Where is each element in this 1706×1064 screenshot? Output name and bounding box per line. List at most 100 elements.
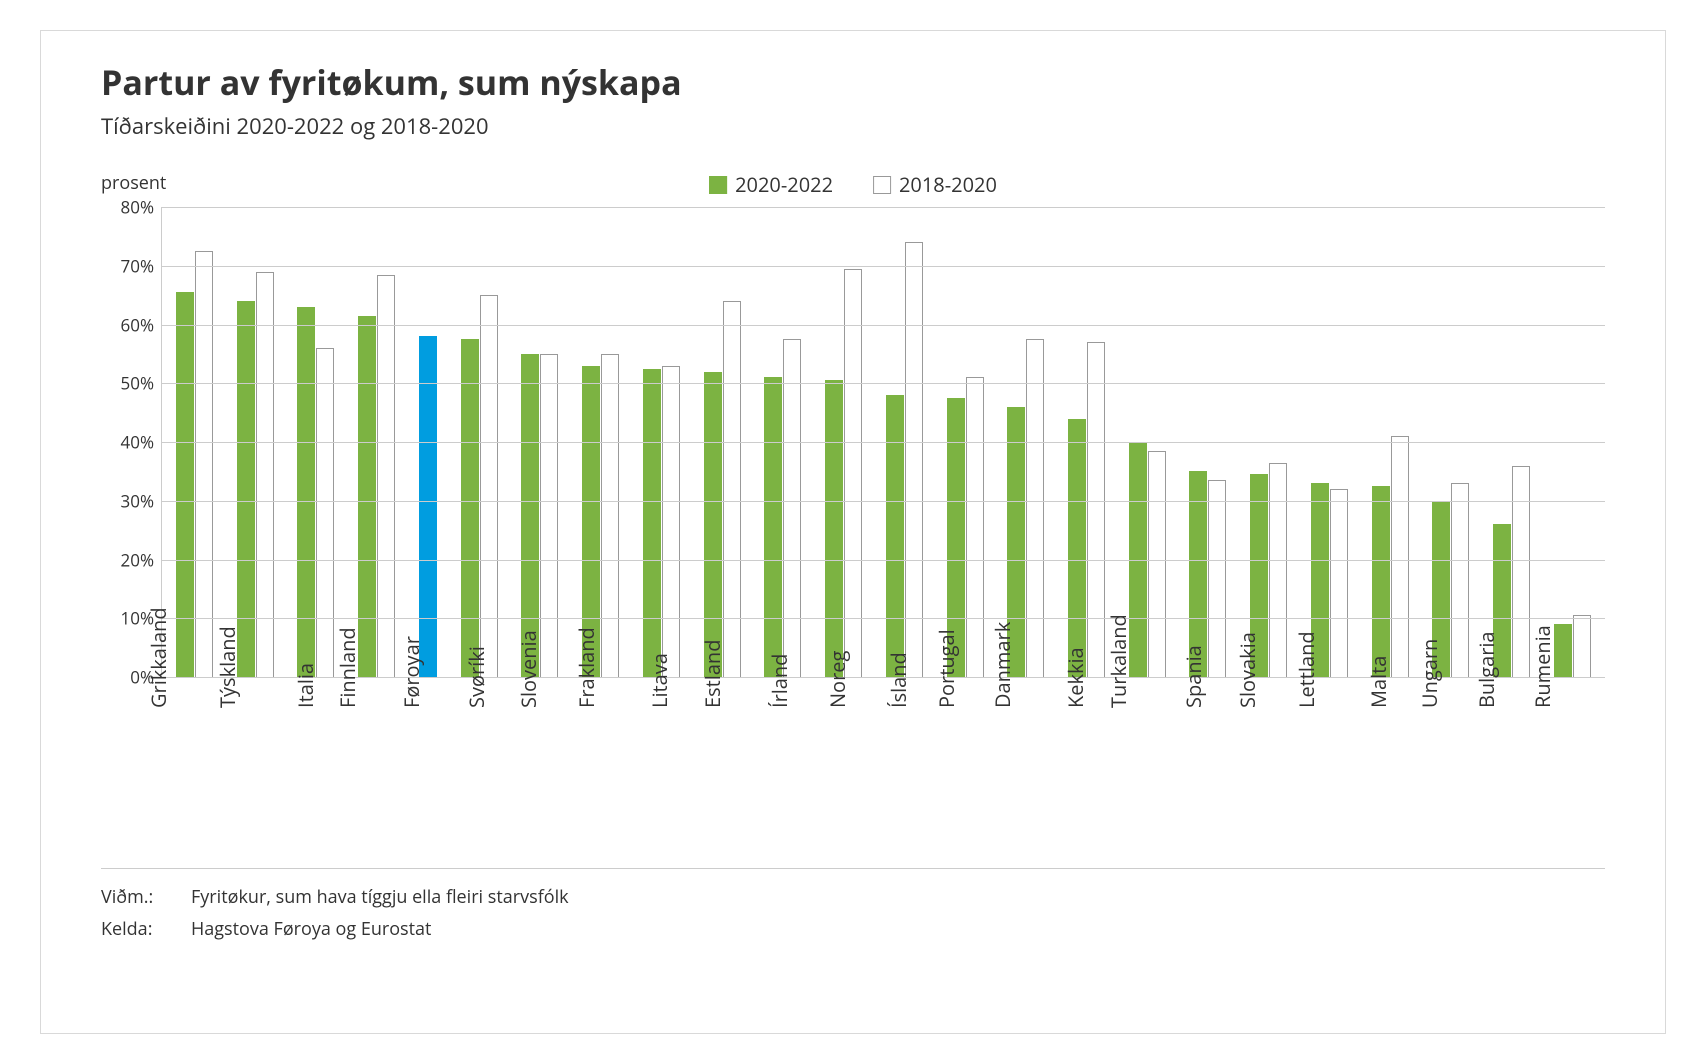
bar-s2	[316, 348, 334, 677]
bar-s1	[521, 354, 539, 677]
y-tick-label: 80%	[102, 196, 154, 219]
chart-card: Partur av fyritøkum, sum nýskapa Tíðarsk…	[40, 30, 1666, 1034]
footnotes: Viðm.: Fyritøkur, sum hava tíggju ella f…	[101, 868, 1605, 941]
bar-group	[704, 301, 741, 677]
x-tick-label: Bulgaria	[1491, 688, 1531, 715]
bar-s2	[1148, 451, 1166, 677]
chart-subtitle: Tíðarskeiðini 2020-2022 og 2018-2020	[101, 111, 1605, 141]
y-tick-label: 60%	[102, 313, 154, 336]
bar-s2	[1573, 615, 1591, 677]
gridline	[162, 383, 1605, 384]
bar-s2	[1451, 483, 1469, 677]
source-row: Kelda: Hagstova Føroya og Eurostat	[101, 917, 1605, 941]
legend-label: 2020-2022	[735, 171, 833, 198]
bar-s2	[601, 354, 619, 677]
bar-s2	[662, 366, 680, 677]
gridline	[162, 501, 1605, 502]
bar-group	[886, 242, 923, 677]
bar-group	[643, 366, 680, 677]
bar-s2	[905, 242, 923, 677]
bar-s2	[540, 354, 558, 677]
bar-group	[461, 295, 498, 677]
plot-wrap: 0%10%20%30%40%50%60%70%80% GrikkalandTýs…	[101, 207, 1605, 858]
x-axis-labels: Grikkaland Týskland Italia Finnland Føroyar S…	[161, 678, 1605, 858]
bar-s1	[176, 292, 194, 677]
bar-s1	[1068, 419, 1086, 678]
bar-s2	[1087, 342, 1105, 677]
bar-s1	[1554, 624, 1572, 677]
viewport: Partur av fyritøkum, sum nýskapa Tíðarsk…	[0, 0, 1706, 1064]
x-tick-label: Ungarn	[1431, 688, 1471, 715]
bar-s1	[764, 377, 782, 677]
x-tick-label: Ísland	[893, 688, 933, 715]
x-tick-label: Danmark	[1012, 688, 1052, 715]
legend-swatch	[709, 176, 727, 194]
bar-s1	[358, 316, 376, 677]
bar-s2	[1391, 436, 1409, 677]
legend-label: 2018-2020	[899, 171, 997, 198]
legend-item: 2020-2022	[709, 171, 833, 198]
x-tick-label: Italia	[295, 688, 335, 715]
y-tick-label: 20%	[102, 548, 154, 571]
legend-swatch	[873, 176, 891, 194]
bar-s1	[643, 369, 661, 677]
bar-group	[521, 354, 558, 677]
bar-s2	[1330, 489, 1348, 677]
gridline	[162, 560, 1605, 561]
bar-group	[764, 339, 801, 677]
x-tick-label: Slovenia	[534, 688, 574, 715]
x-tick-label: Estland	[713, 688, 753, 715]
gridline	[162, 207, 1605, 208]
bar-group	[358, 275, 395, 677]
gridline	[162, 618, 1605, 619]
bar-s2	[256, 272, 274, 677]
bar-s2	[723, 301, 741, 677]
note-row: Viðm.: Fyritøkur, sum hava tíggju ella f…	[101, 885, 1605, 909]
bar-group	[237, 272, 274, 677]
chart-title: Partur av fyritøkum, sum nýskapa	[101, 59, 1605, 105]
bar-s2	[1512, 466, 1530, 678]
bar-s2	[480, 295, 498, 677]
x-tick-label: Frakland	[594, 688, 634, 715]
x-tick-label: Spania	[1192, 688, 1232, 715]
bar-s1	[825, 380, 843, 677]
gridline	[162, 325, 1605, 326]
bar-s1	[419, 336, 437, 677]
bar-s2	[783, 339, 801, 677]
bar-s1	[886, 395, 904, 677]
bar-s2	[1269, 463, 1287, 677]
gridline	[162, 266, 1605, 267]
note-text: Fyritøkur, sum hava tíggju ella fleiri s…	[191, 885, 569, 909]
legend-item: 2018-2020	[873, 171, 997, 198]
source-text: Hagstova Føroya og Eurostat	[191, 917, 431, 941]
bar-s1	[237, 301, 255, 677]
x-tick-label: Malta	[1371, 688, 1411, 715]
y-tick-label: 70%	[102, 254, 154, 277]
bar-s2	[195, 251, 213, 677]
bar-s1	[704, 372, 722, 678]
x-tick-label: Portugal	[953, 688, 993, 715]
bar-s2	[1026, 339, 1044, 677]
x-tick-label: Týskland	[235, 688, 275, 715]
y-tick-label: 50%	[102, 372, 154, 395]
x-tick-label: Finnland	[354, 688, 394, 715]
x-tick-label: Grikkaland	[175, 688, 215, 715]
bar-s2	[377, 275, 395, 677]
source-key: Kelda:	[101, 917, 191, 941]
bar-group	[1068, 342, 1105, 677]
bar-s2	[1208, 480, 1226, 677]
x-tick-label: Turkaland	[1132, 688, 1172, 715]
bar-s2	[966, 377, 984, 677]
bar-group	[1554, 615, 1591, 677]
x-tick-label: Lettland	[1311, 688, 1351, 715]
note-key: Viðm.:	[101, 885, 191, 909]
x-tick-label: Svøríki	[474, 688, 514, 715]
bar-group	[419, 336, 437, 677]
bar-group	[1372, 436, 1409, 677]
bar-group	[297, 307, 334, 677]
x-tick-label: Slovakia	[1252, 688, 1292, 715]
x-tick-label: Føroyar	[414, 688, 454, 715]
bar-s1	[297, 307, 315, 677]
y-tick-label: 30%	[102, 489, 154, 512]
gridline	[162, 442, 1605, 443]
